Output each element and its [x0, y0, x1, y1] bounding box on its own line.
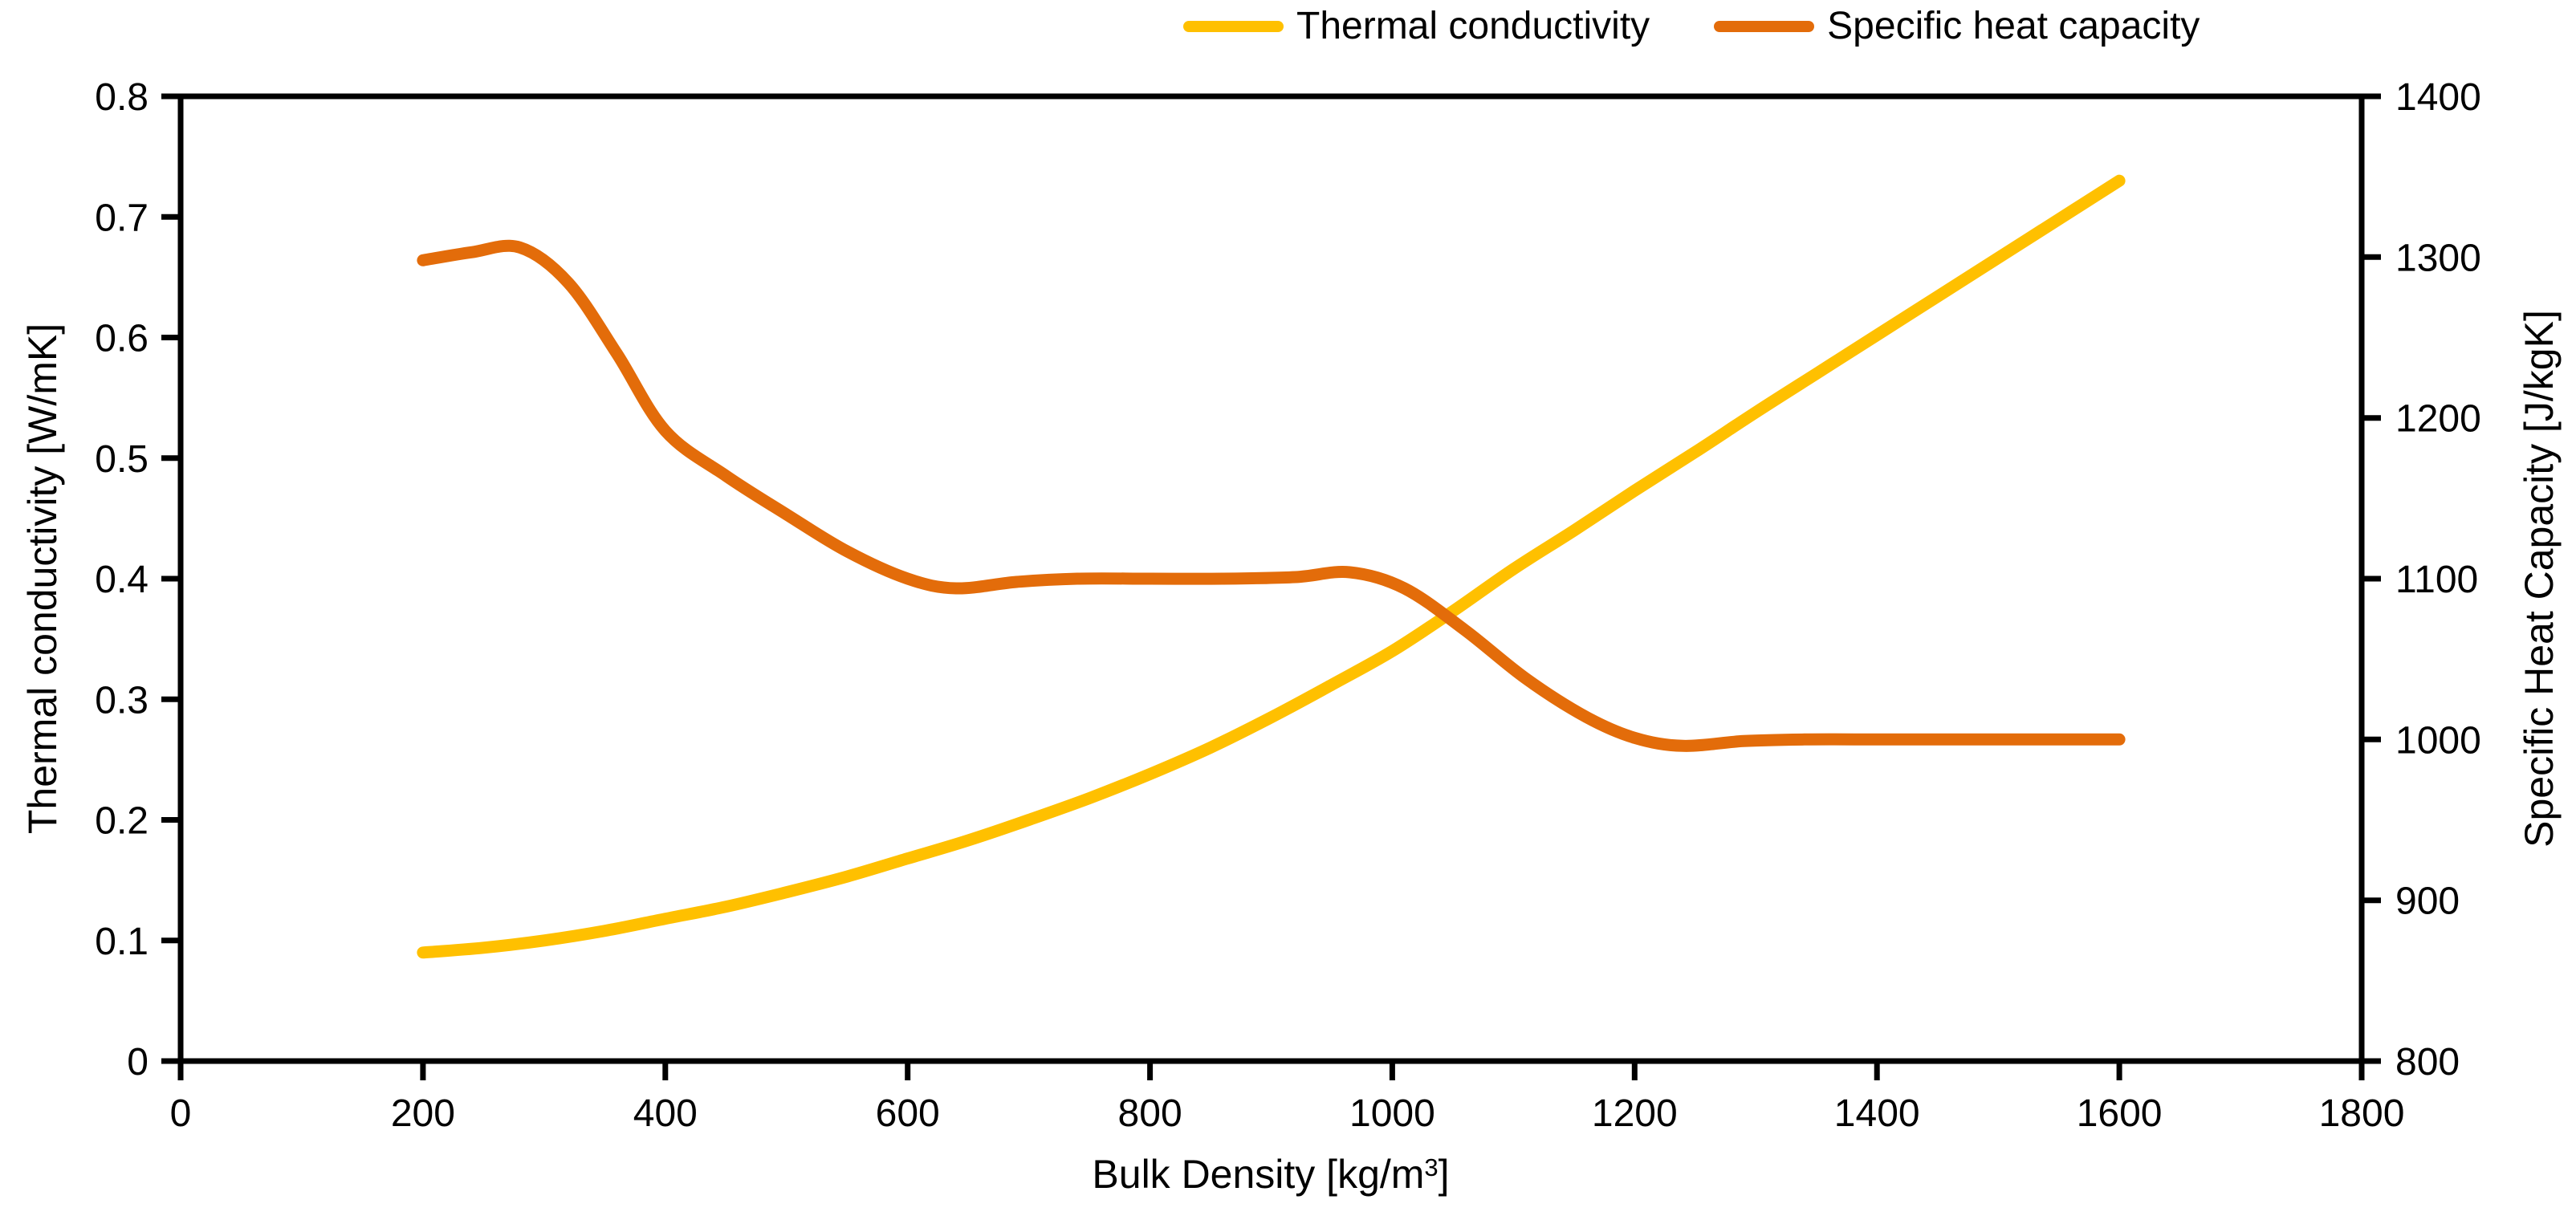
legend-item-thermal-conductivity: Thermal conductivity — [1183, 3, 1650, 50]
legend: Thermal conductivity Specific heat capac… — [1183, 3, 2200, 50]
right-axis-tick-label: 1400 — [2395, 76, 2481, 119]
x-axis-tick-label: 0 — [170, 1092, 192, 1135]
legend-item-specific-heat-capacity: Specific heat capacity — [1714, 3, 2200, 50]
x-axis-title-prefix: Bulk Density [kg/m — [1092, 1152, 1425, 1197]
left-axis-tick-label: 0.2 — [95, 800, 149, 843]
left-axis-tick-label: 0.6 — [95, 318, 149, 360]
right-axis-tick-label: 800 — [2395, 1041, 2460, 1084]
left-axis-tick-label: 0.3 — [95, 679, 149, 722]
right-axis-tick-label: 1100 — [2395, 559, 2478, 601]
legend-label-specific-heat-capacity: Specific heat capacity — [1827, 5, 2200, 47]
left-axis-tick-label: 0.8 — [95, 76, 149, 119]
right-axis-tick-label: 1200 — [2395, 398, 2481, 441]
legend-swatch-specific-heat-capacity-icon — [1714, 21, 1815, 32]
series-line-thermal-conductivity — [417, 174, 2126, 959]
right-axis-tick-label: 1000 — [2395, 719, 2481, 762]
x-axis-tick-label: 1000 — [1349, 1092, 1435, 1135]
left-axis-tick-label: 0.1 — [95, 921, 149, 963]
left-axis-tick-label: 0.4 — [95, 559, 149, 601]
x-axis-tick-label: 600 — [876, 1092, 940, 1135]
x-axis-title: Bulk Density [kg/m3] — [1092, 1151, 1449, 1198]
left-axis-tick-label: 0.7 — [95, 197, 149, 239]
x-axis-tick-label: 200 — [391, 1092, 455, 1135]
x-axis-tick-label: 1600 — [2077, 1092, 2163, 1135]
x-axis-tick-label: 400 — [633, 1092, 698, 1135]
x-axis-tick-label: 1400 — [1834, 1092, 1920, 1135]
x-axis-tick-label: 800 — [1118, 1092, 1182, 1135]
right-axis-tick-label: 1300 — [2395, 237, 2481, 279]
series-line-specific-heat-capacity — [417, 239, 2126, 752]
x-axis-title-superscript: 3 — [1424, 1153, 1439, 1181]
x-axis-tick-label: 1200 — [1592, 1092, 1678, 1135]
left-axis-tick-label: 0 — [127, 1041, 149, 1084]
x-axis-tick-label: 1800 — [2319, 1092, 2405, 1135]
legend-swatch-thermal-conductivity-icon — [1183, 21, 1284, 32]
right-axis-tick-label: 900 — [2395, 880, 2460, 923]
x-axis-title-suffix: ] — [1438, 1152, 1450, 1197]
left-axis-tick-label: 0.5 — [95, 438, 149, 481]
legend-label-thermal-conductivity: Thermal conductivity — [1296, 5, 1650, 47]
right-axis-title: Specific Heat Capacity [J/kgK] — [2517, 310, 2562, 848]
left-axis-title: Thermal conductivity [W/mK] — [20, 323, 65, 835]
